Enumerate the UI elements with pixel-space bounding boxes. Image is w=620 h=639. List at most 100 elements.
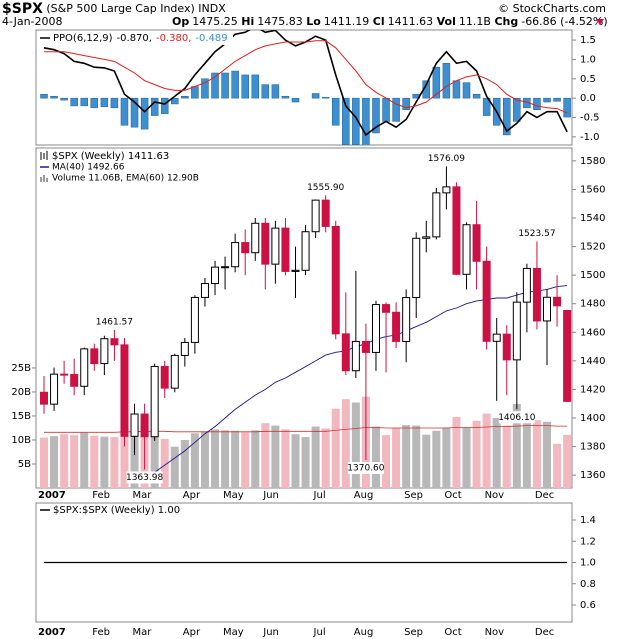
histogram-bar — [191, 86, 199, 99]
candle-body — [532, 267, 541, 322]
candle-body — [40, 391, 48, 405]
label-bg — [498, 411, 535, 424]
candle-body — [361, 340, 370, 353]
volume-bar — [50, 436, 59, 488]
x-tick-label: 2007 — [38, 490, 66, 501]
histogram-bar — [452, 80, 461, 99]
histogram-bar — [251, 74, 260, 99]
candle-body — [543, 296, 551, 322]
index-name: (S&P 500 Large Cap Index) — [46, 2, 194, 15]
y-tick-label: 1360 — [580, 470, 605, 481]
histogram-bar — [553, 97, 561, 102]
x-tick-label: Aug — [354, 627, 374, 638]
histogram-bar — [382, 97, 390, 122]
candle-body — [382, 304, 391, 313]
y-tick-label: 1.4 — [580, 515, 596, 526]
volume-bar — [100, 436, 109, 488]
histogram-bar — [70, 97, 78, 107]
symbol: $SPX — [2, 1, 43, 17]
candle-body — [231, 242, 240, 268]
volume-bar — [130, 427, 139, 488]
low-label: 1406.10 — [498, 413, 535, 423]
legend-title: PPO(6,12,9) — [53, 33, 113, 44]
x-tick-label: Jul — [313, 490, 326, 501]
volume-bar — [402, 425, 411, 488]
stat-label: Hi — [241, 15, 254, 28]
volume-bar — [512, 403, 521, 488]
volume-bar — [120, 415, 129, 488]
x-tick-label: Nov — [485, 490, 505, 501]
y-tick-label: 1500 — [580, 270, 605, 281]
down-arrow — [596, 19, 604, 25]
x-tick-label: Apr — [183, 627, 201, 638]
y-tick-label: 1420 — [580, 384, 605, 395]
x-tick-label: Sep — [404, 490, 423, 501]
histogram-bar — [211, 72, 219, 99]
histogram-bar — [321, 97, 330, 99]
high-label: 1555.90 — [307, 183, 344, 193]
low-label: 1363.98 — [126, 473, 163, 483]
stat-value: 1411.19 — [324, 15, 370, 28]
histogram-bar — [513, 97, 521, 122]
candle-body — [261, 222, 270, 265]
volume-bar — [331, 408, 340, 488]
axes: 1.5 1.0 0.5 0.0 -0.5 -1.0 PPO(6,12,9) -0.870, -0… — [11, 31, 605, 638]
y-tick-label: 1.0 — [580, 558, 596, 569]
volume-bar — [371, 426, 380, 488]
x-tick-label: Dec — [535, 627, 554, 638]
stat-label: Cl — [373, 15, 385, 28]
stat-value: 11.1B — [459, 15, 491, 28]
y-tick-label: 1.0 — [580, 54, 596, 65]
histogram-bar — [231, 70, 239, 99]
y-tick-label: 1520 — [580, 242, 605, 253]
legend-entry: $SPX (Weekly) 1411.63 — [52, 151, 169, 162]
volume-bar — [382, 435, 391, 488]
header-line: $SPX (S&P 500 Large Cap Index) INDX — [2, 1, 226, 17]
histogram-bar — [563, 97, 571, 118]
candle-body — [472, 224, 481, 262]
candle-body — [120, 344, 129, 437]
x-tick-label: Aug — [354, 490, 374, 501]
volume-bar — [321, 428, 330, 488]
volume-bar — [221, 430, 230, 488]
x-tick-label: Mar — [132, 490, 152, 501]
stat-label: Vol — [437, 15, 456, 28]
volume-bar — [442, 427, 451, 488]
volume-bar — [160, 439, 169, 488]
candle-body — [150, 365, 159, 438]
candle-body — [482, 260, 491, 342]
histogram-bar — [311, 93, 320, 99]
legend: PPO(6,12,9) -0.870, -0.380, -0.489 — [53, 33, 228, 44]
candle-body — [512, 301, 521, 361]
ppo-plot — [40, 30, 571, 145]
candle-body — [553, 296, 562, 307]
volume-bar — [422, 434, 431, 488]
volume-tick-label: 10B — [11, 435, 31, 446]
volume-bar — [150, 431, 159, 488]
histogram-bar — [60, 97, 68, 101]
volume-bar — [60, 434, 69, 488]
volume-bar — [392, 427, 401, 488]
volume-bar — [472, 420, 481, 488]
high-label: 1461.57 — [96, 318, 133, 328]
high-label: 1576.09 — [428, 154, 465, 164]
candle-body — [452, 186, 461, 275]
candle-body — [90, 348, 99, 365]
stat-value: 1475.83 — [257, 15, 303, 28]
histogram-bar — [150, 97, 159, 116]
legend-entry: -0.380, — [156, 33, 191, 44]
volume-bar — [291, 434, 300, 488]
histogram-bar — [201, 78, 209, 99]
label-bg — [126, 471, 163, 484]
y-tick-label: 0.5 — [580, 74, 596, 85]
x-tick-label: Mar — [132, 627, 152, 638]
stat-value: 1475.25 — [192, 15, 238, 28]
histogram-bar — [80, 97, 88, 107]
x-tick-label: Feb — [92, 627, 110, 638]
histogram-bar — [543, 97, 551, 103]
y-tick-label: 0.8 — [580, 579, 596, 590]
y-tick-label: -0.5 — [580, 113, 600, 124]
candle-body — [110, 338, 119, 346]
candle-body — [281, 227, 290, 272]
